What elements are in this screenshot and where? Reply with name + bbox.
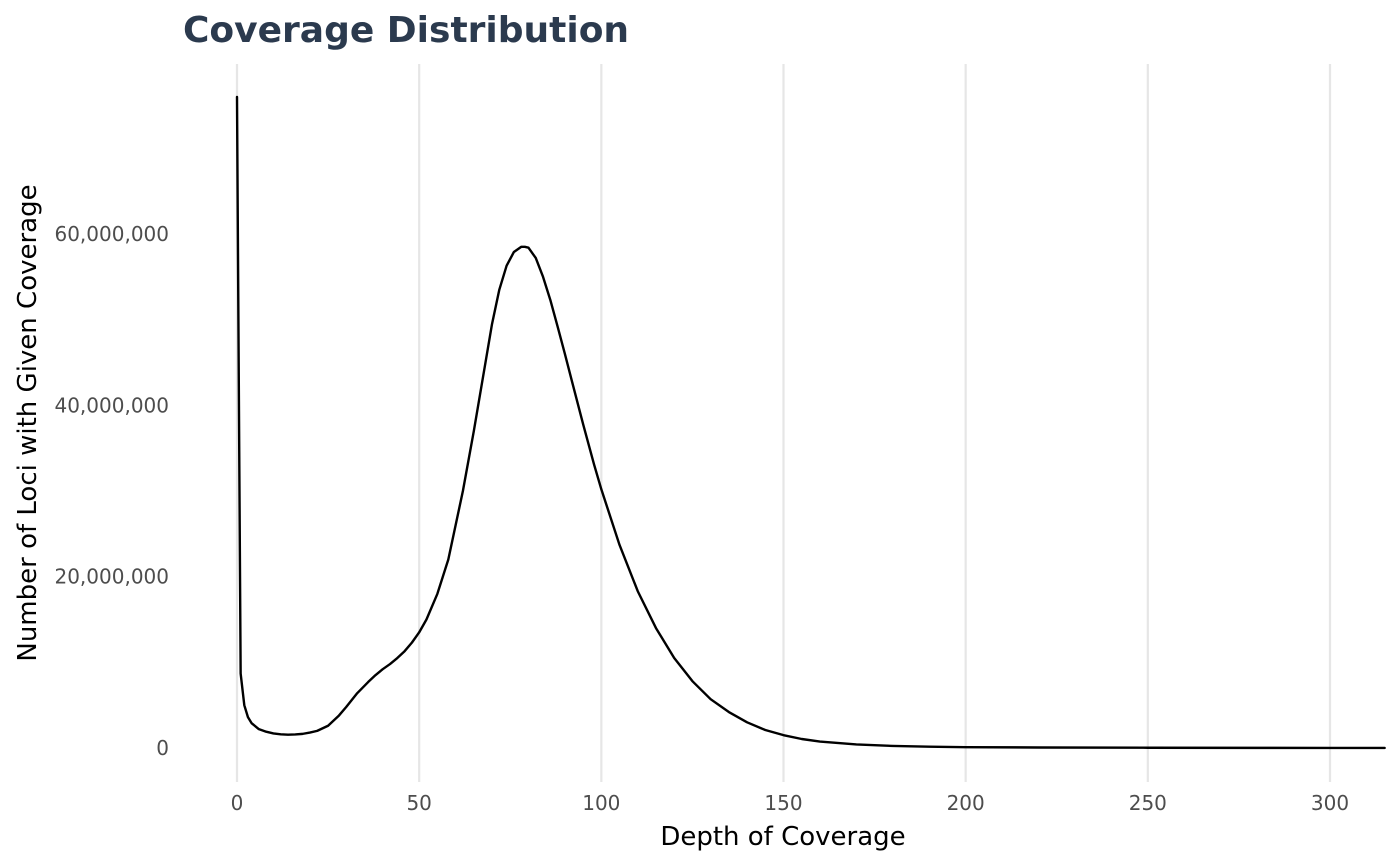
y-axis-title: Number of Loci with Given Coverage	[13, 184, 43, 661]
y-tick-label: 0	[156, 736, 169, 760]
gridlines	[235, 64, 1332, 782]
coverage-density-line	[235, 95, 1386, 750]
x-tick-label: 300	[1311, 791, 1349, 815]
x-tick-label: 200	[947, 791, 985, 815]
x-tick-label: 150	[764, 791, 802, 815]
y-tick-label: 40,000,000	[54, 393, 169, 417]
chart-title: Coverage Distribution	[183, 10, 629, 51]
x-tick-label: 50	[406, 791, 431, 815]
y-axis-ticks: 0 20,000,000 40,000,000 60,000,000	[54, 222, 169, 760]
x-axis-title: Depth of Coverage	[660, 822, 905, 852]
y-tick-label: 60,000,000	[54, 222, 169, 246]
x-tick-label: 0	[231, 791, 244, 815]
x-axis-ticks: 0 50 100 150 200 250 300	[231, 791, 1349, 815]
x-tick-label: 250	[1129, 791, 1167, 815]
y-tick-label: 20,000,000	[54, 565, 169, 589]
series-layer	[235, 95, 1386, 750]
x-tick-label: 100	[582, 791, 620, 815]
